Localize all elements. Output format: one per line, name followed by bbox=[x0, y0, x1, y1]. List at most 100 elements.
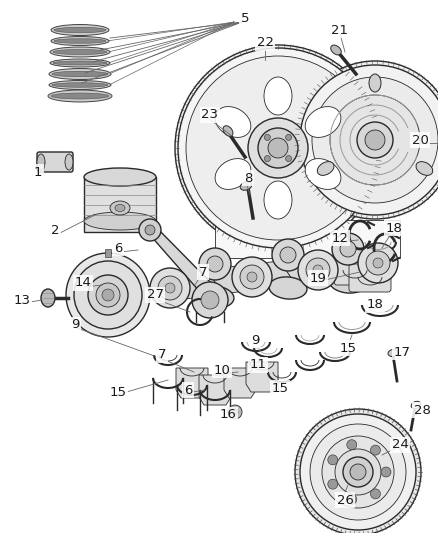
Text: 10: 10 bbox=[214, 364, 230, 376]
Circle shape bbox=[248, 118, 308, 178]
Circle shape bbox=[178, 48, 378, 248]
Ellipse shape bbox=[84, 212, 156, 230]
Ellipse shape bbox=[329, 271, 367, 293]
Circle shape bbox=[175, 45, 381, 251]
Ellipse shape bbox=[49, 69, 111, 79]
Ellipse shape bbox=[53, 50, 107, 54]
Circle shape bbox=[310, 424, 406, 520]
Circle shape bbox=[358, 243, 398, 283]
Text: 13: 13 bbox=[14, 294, 31, 306]
Text: 22: 22 bbox=[257, 36, 273, 50]
Circle shape bbox=[347, 494, 357, 504]
Circle shape bbox=[232, 257, 272, 297]
Polygon shape bbox=[280, 258, 326, 285]
Ellipse shape bbox=[51, 93, 109, 99]
Circle shape bbox=[295, 409, 421, 533]
Polygon shape bbox=[207, 265, 260, 294]
Circle shape bbox=[258, 128, 298, 168]
Ellipse shape bbox=[369, 74, 381, 92]
Circle shape bbox=[300, 414, 416, 530]
Text: 21: 21 bbox=[332, 23, 349, 36]
FancyBboxPatch shape bbox=[37, 152, 73, 172]
Ellipse shape bbox=[52, 71, 108, 77]
Ellipse shape bbox=[264, 181, 292, 219]
Text: 7: 7 bbox=[158, 349, 166, 361]
Circle shape bbox=[366, 251, 390, 275]
Circle shape bbox=[335, 449, 381, 495]
Polygon shape bbox=[246, 362, 278, 392]
Text: 9: 9 bbox=[71, 319, 79, 332]
Polygon shape bbox=[224, 368, 256, 398]
Text: 7: 7 bbox=[199, 265, 207, 279]
Circle shape bbox=[371, 489, 381, 499]
Ellipse shape bbox=[41, 289, 55, 307]
Circle shape bbox=[328, 455, 338, 465]
Ellipse shape bbox=[317, 161, 334, 175]
Ellipse shape bbox=[54, 27, 106, 33]
Ellipse shape bbox=[53, 61, 107, 65]
Text: 8: 8 bbox=[244, 172, 252, 184]
Ellipse shape bbox=[110, 201, 130, 215]
Circle shape bbox=[145, 225, 155, 235]
Circle shape bbox=[371, 445, 381, 455]
Text: 11: 11 bbox=[250, 359, 266, 372]
FancyBboxPatch shape bbox=[334, 257, 376, 285]
Circle shape bbox=[74, 261, 142, 329]
Circle shape bbox=[286, 156, 292, 161]
Ellipse shape bbox=[196, 286, 234, 308]
Bar bbox=[84, 177, 156, 232]
Circle shape bbox=[296, 61, 438, 219]
Polygon shape bbox=[244, 261, 296, 289]
Ellipse shape bbox=[305, 159, 341, 189]
Ellipse shape bbox=[54, 39, 106, 43]
Text: 15: 15 bbox=[339, 342, 357, 354]
Circle shape bbox=[199, 248, 231, 280]
Ellipse shape bbox=[240, 182, 252, 190]
Ellipse shape bbox=[223, 126, 233, 136]
Ellipse shape bbox=[388, 350, 398, 357]
Circle shape bbox=[272, 239, 304, 271]
Text: 6: 6 bbox=[114, 241, 122, 254]
Ellipse shape bbox=[264, 77, 292, 115]
Text: 27: 27 bbox=[146, 288, 163, 302]
Ellipse shape bbox=[331, 45, 341, 55]
Circle shape bbox=[347, 440, 357, 450]
Circle shape bbox=[165, 283, 175, 293]
Circle shape bbox=[340, 241, 356, 257]
Circle shape bbox=[228, 405, 242, 419]
Ellipse shape bbox=[305, 107, 341, 138]
Circle shape bbox=[322, 436, 394, 508]
Circle shape bbox=[298, 250, 338, 290]
Text: 23: 23 bbox=[201, 109, 219, 122]
Circle shape bbox=[158, 276, 182, 300]
Circle shape bbox=[268, 138, 288, 158]
Circle shape bbox=[350, 464, 366, 480]
Polygon shape bbox=[199, 375, 231, 405]
Text: 16: 16 bbox=[219, 408, 237, 422]
Text: 1: 1 bbox=[34, 166, 42, 179]
Ellipse shape bbox=[416, 161, 433, 175]
Circle shape bbox=[265, 156, 270, 161]
FancyBboxPatch shape bbox=[349, 264, 391, 292]
Circle shape bbox=[373, 258, 383, 268]
Text: 2: 2 bbox=[51, 223, 59, 237]
Polygon shape bbox=[310, 255, 356, 282]
Circle shape bbox=[332, 233, 364, 265]
Text: 17: 17 bbox=[393, 345, 410, 359]
Ellipse shape bbox=[50, 47, 110, 57]
Polygon shape bbox=[162, 270, 223, 300]
Text: 12: 12 bbox=[332, 231, 349, 245]
Circle shape bbox=[247, 272, 257, 282]
Circle shape bbox=[232, 409, 238, 415]
Text: 15: 15 bbox=[272, 382, 289, 394]
Circle shape bbox=[343, 457, 373, 487]
Circle shape bbox=[306, 258, 330, 282]
Ellipse shape bbox=[215, 159, 251, 189]
Text: 9: 9 bbox=[251, 334, 259, 346]
Circle shape bbox=[102, 289, 114, 301]
Ellipse shape bbox=[215, 107, 251, 138]
Text: 24: 24 bbox=[392, 439, 409, 451]
Text: 6: 6 bbox=[184, 384, 192, 397]
Circle shape bbox=[280, 247, 296, 263]
Ellipse shape bbox=[51, 25, 109, 36]
